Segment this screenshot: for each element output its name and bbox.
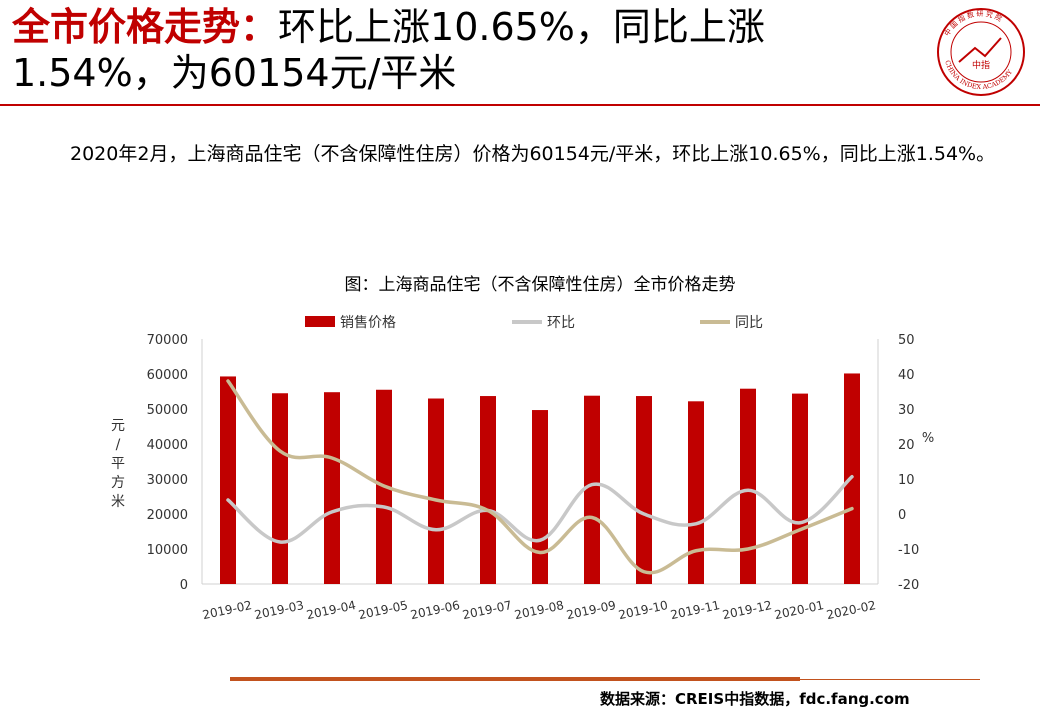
y2-tick-label: 10 xyxy=(898,473,915,488)
y2-tick-label: -20 xyxy=(898,578,919,593)
y-tick-label: 20000 xyxy=(147,508,188,523)
y-tick-label: 10000 xyxy=(147,543,188,558)
x-tick-label: 2019-09 xyxy=(565,598,617,622)
y-tick-label: 70000 xyxy=(147,333,188,348)
y-tick-label: 40000 xyxy=(147,438,188,453)
y-tick-label: 30000 xyxy=(147,473,188,488)
y2-tick-label: -10 xyxy=(898,543,919,558)
x-tick-label: 2019-11 xyxy=(669,598,721,622)
y-axis-label-char: / xyxy=(116,437,121,453)
header: 全市价格走势：环比上涨10.65%，同比上涨1.54%，为60154元/平米 xyxy=(12,4,912,96)
data-source: 数据来源：CREIS中指数据，fdc.fang.com xyxy=(600,690,910,708)
y2-axis-label: % xyxy=(922,431,934,446)
logo: CHINA INDEX ACADEMY 中国指数研究院 中指 xyxy=(937,8,1025,96)
bar-2019-04 xyxy=(324,392,340,584)
x-tick-label: 2020-01 xyxy=(773,598,825,622)
y-axis-label-char: 米 xyxy=(111,494,125,510)
y2-tick-label: 50 xyxy=(898,333,915,348)
bar-2019-08 xyxy=(532,410,548,584)
bar-2019-02 xyxy=(220,376,236,584)
bar-2019-12 xyxy=(740,388,756,584)
legend-swatch-0 xyxy=(305,316,335,327)
title-rest: 环比上涨10.65%，同比上涨1.54%，为60154元/平米 xyxy=(12,5,765,95)
bar-2019-07 xyxy=(480,396,496,584)
title-highlight: 全市价格走势： xyxy=(12,5,279,49)
logo-center-text: 中指 xyxy=(972,59,990,71)
y2-tick-label: 40 xyxy=(898,368,915,383)
x-tick-label: 2019-10 xyxy=(617,598,669,622)
footer-divider xyxy=(230,677,800,681)
line-series-2 xyxy=(226,379,854,575)
page-title: 全市价格走势：环比上涨10.65%，同比上涨1.54%，为60154元/平米 xyxy=(12,4,912,96)
x-tick-label: 2019-03 xyxy=(253,598,305,622)
x-tick-label: 2019-12 xyxy=(721,598,773,622)
bar-2020-01 xyxy=(792,393,808,584)
footer-divider-thin xyxy=(800,679,980,680)
y-tick-label: 60000 xyxy=(147,368,188,383)
x-tick-label: 2019-06 xyxy=(409,598,461,622)
logo-top-text: 中国指数研究院 xyxy=(942,9,1005,37)
x-tick-label: 2019-07 xyxy=(461,598,513,622)
x-tick-label: 2020-02 xyxy=(825,598,877,622)
y2-tick-label: 0 xyxy=(898,508,906,523)
bar-2019-10 xyxy=(636,396,652,584)
y-axis-label-char: 方 xyxy=(111,475,125,491)
title-rule xyxy=(0,104,1040,106)
x-tick-label: 2019-04 xyxy=(305,598,357,622)
y-axis-label-char: 元 xyxy=(111,418,125,434)
line-series-1 xyxy=(226,474,854,544)
legend-label-0: 销售价格 xyxy=(340,315,396,331)
y-tick-label: 50000 xyxy=(147,403,188,418)
bar-2019-11 xyxy=(688,401,704,584)
x-tick-label: 2019-08 xyxy=(513,598,565,622)
legend-label-1: 环比 xyxy=(547,315,575,331)
y-axis-label-char: 平 xyxy=(111,456,125,472)
bar-2019-06 xyxy=(428,398,444,584)
y2-tick-label: 30 xyxy=(898,403,915,418)
bar-2019-03 xyxy=(272,393,288,584)
x-tick-label: 2019-02 xyxy=(201,598,253,622)
bar-2019-09 xyxy=(584,395,600,584)
y2-tick-label: 20 xyxy=(898,438,915,453)
y-tick-label: 0 xyxy=(180,578,188,593)
legend-label-2: 同比 xyxy=(735,315,763,331)
chart-title: 图：上海商品住宅（不含保障性住房）全市价格走势 xyxy=(345,275,736,295)
summary-paragraph: 2020年2月，上海商品住宅（不含保障性住房）价格为60154元/平米，环比上涨… xyxy=(70,143,996,165)
x-tick-label: 2019-05 xyxy=(357,598,409,622)
